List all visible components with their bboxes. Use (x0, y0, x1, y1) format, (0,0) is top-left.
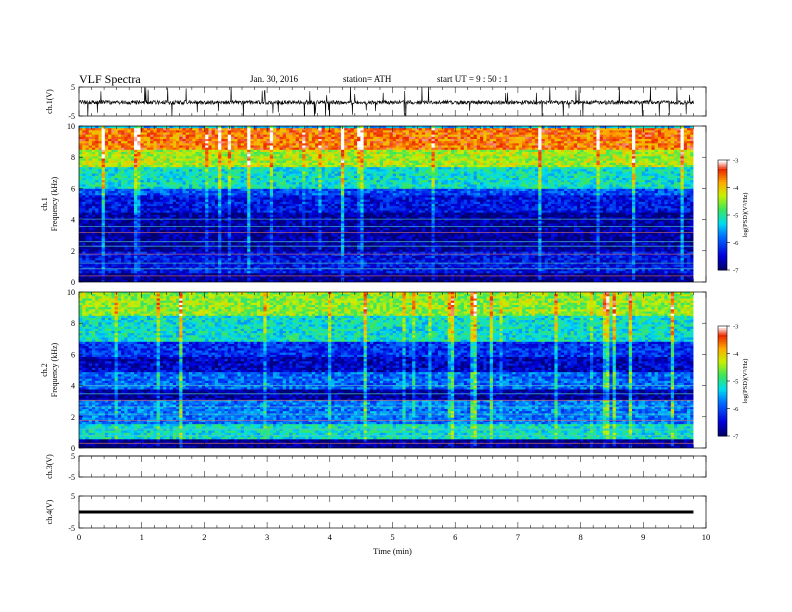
ch1-spectrogram-ytick-label: 10 (67, 122, 75, 131)
colorbar-tick-label: -5 (733, 379, 738, 386)
header-date: Jan. 30, 2016 (250, 74, 298, 84)
ch2-spectrogram-ytick-label: 8 (71, 319, 75, 328)
colorbar-tick-label: -3 (733, 324, 738, 331)
x-tick-label: 9 (641, 532, 645, 542)
ch2-spectrogram-cells (79, 292, 695, 448)
ch3-waveform-ytick-label: -5 (68, 473, 75, 482)
colorbar-tick-label: -6 (733, 240, 739, 247)
ch1-spectrogram-ylabel: ch.1 (40, 197, 49, 211)
ch1-spectrogram-ylabel: Frequency (kHz) (50, 176, 59, 231)
ch2-spectrogram-ytick-label: 2 (71, 413, 75, 422)
ch1-waveform-line (79, 87, 694, 116)
ch2-spectrogram-ylabel: ch.2 (40, 363, 49, 377)
ch2-spectrogram-ytick-label: 4 (71, 382, 75, 391)
ch1-waveform-ylabel: ch.1(V) (45, 89, 54, 114)
header-station: station= ATH (343, 74, 391, 84)
x-tick-label: 2 (202, 532, 206, 542)
x-tick-label: 0 (77, 532, 81, 542)
colorbar-label: log(PSD)(V²/Hz) (742, 359, 749, 404)
ch2-spectrogram-ytick-label: 10 (67, 288, 75, 297)
x-tick-label: 7 (516, 532, 520, 542)
ch4-waveform-ylabel: ch.4(V) (45, 499, 54, 524)
ch2-spectrogram-ytick-label: 0 (71, 444, 75, 453)
x-tick-label: 10 (702, 532, 711, 542)
x-tick-label: 1 (140, 532, 144, 542)
header-start-time: start UT = 9 : 50 : 1 (437, 74, 508, 84)
ch3-waveform-ylabel: ch.3(V) (45, 454, 54, 479)
ch1-spectrogram-harmonic-lines (79, 218, 694, 277)
colorbar-tick-label: -4 (733, 185, 739, 192)
colorbar-tick-label: -6 (733, 406, 739, 413)
ch1-spectrogram-ytick-label: 2 (71, 247, 75, 256)
ch1-spectrogram-ytick-label: 8 (71, 153, 75, 162)
x-axis-label: Time (min) (373, 546, 412, 556)
ch1-spectrogram-cells (79, 126, 695, 282)
ch1-waveform-ytick-label: -5 (68, 112, 75, 121)
ch2-spectrogram-ytick-label: 6 (71, 350, 75, 359)
ch4-waveform-ytick-label: -5 (68, 524, 75, 533)
ch3-waveform-ytick-label: 5 (71, 452, 75, 461)
x-tick-label: 8 (578, 532, 582, 542)
colorbar-tick-label: -7 (733, 268, 739, 275)
colorbar-tick-label: -3 (733, 158, 738, 165)
ch1-spectrogram-ytick-label: 4 (71, 216, 75, 225)
ch1-spectrogram-colorbar (717, 159, 730, 271)
ch1-waveform-ytick-label: 5 (71, 83, 75, 92)
ch2-spectrogram-harmonic-lines (79, 385, 694, 444)
ch1-spectrogram-ytick-label: 6 (71, 184, 75, 193)
ch1-spectrogram-ytick-label: 0 (71, 278, 75, 287)
colorbar-tick-label: -5 (733, 213, 738, 220)
ch4-waveform-ytick-label: 5 (71, 492, 75, 501)
colorbar-tick-label: -4 (733, 351, 739, 358)
ch2-spectrogram-colorbar (717, 325, 730, 437)
ch2-spectrogram-ylabel: Frequency (kHz) (50, 342, 59, 397)
x-tick-label: 6 (453, 532, 457, 542)
colorbar-tick-label: -7 (733, 434, 739, 441)
colorbar-label: log(PSD)(V²/Hz) (742, 193, 749, 238)
figure-title: VLF Spectra (79, 72, 141, 87)
x-tick-label: 4 (328, 532, 333, 542)
x-tick-label: 3 (265, 532, 269, 542)
x-tick-label: 5 (390, 532, 394, 542)
